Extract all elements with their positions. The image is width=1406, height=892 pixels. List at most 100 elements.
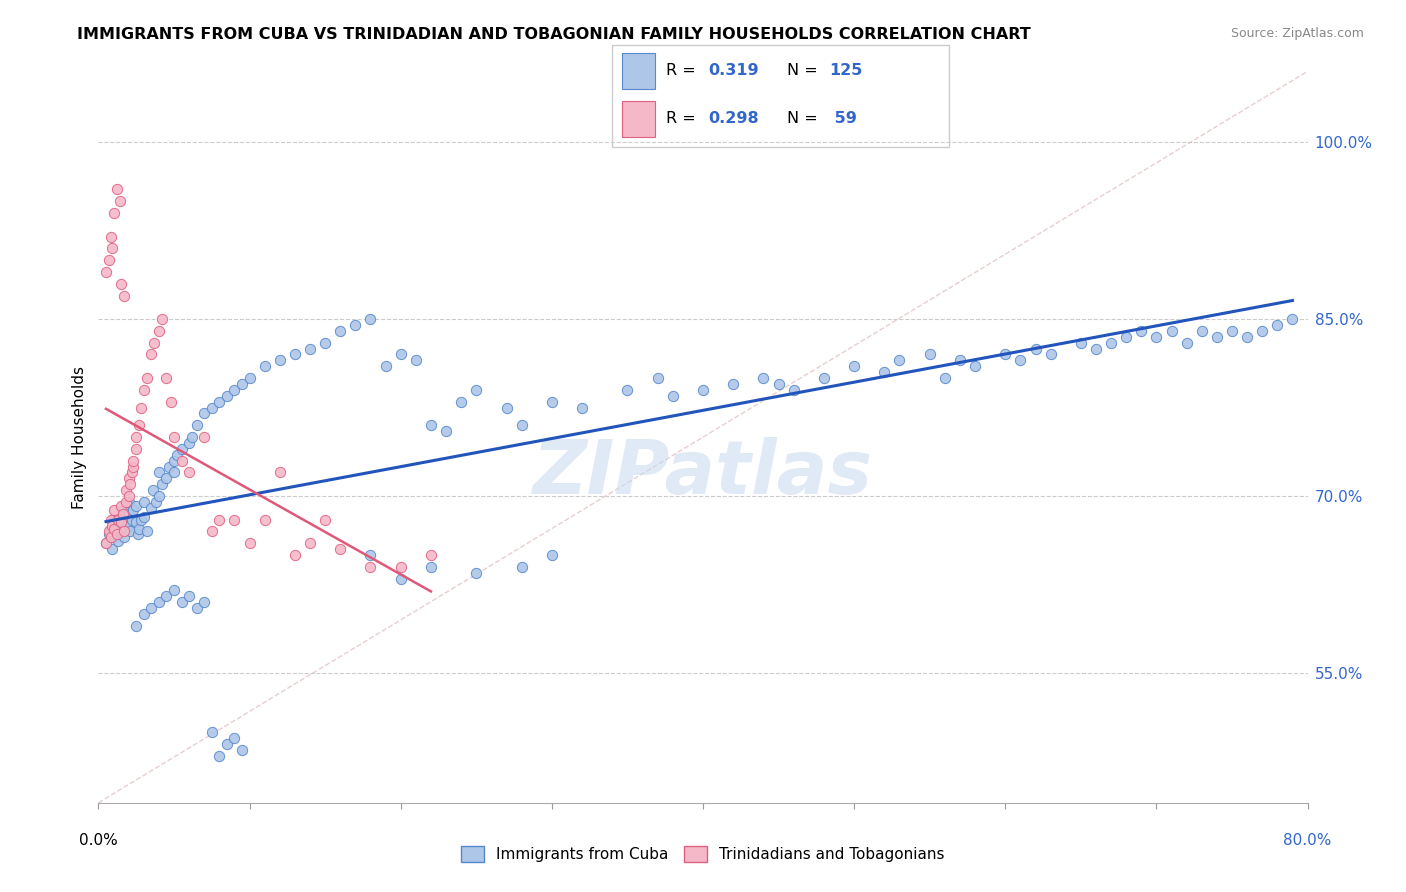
Point [94,536,117,550]
Point [253,513,276,527]
Text: 125: 125 [830,63,863,78]
Point [103,530,125,544]
Text: 0.319: 0.319 [707,63,758,78]
Point [127,526,149,541]
Point [128,418,150,433]
Point [120,477,142,491]
Point [1206,330,1229,344]
Point [314,335,336,350]
Point [1039,347,1062,361]
Point [170,595,193,609]
Point [193,595,215,609]
Point [374,359,396,374]
Point [132,383,155,397]
Point [510,418,533,433]
Point [873,365,896,379]
Point [389,559,412,574]
Text: N =: N = [787,112,823,127]
Point [110,515,132,529]
Point [1236,330,1258,344]
Text: ZIPatlas: ZIPatlas [533,437,873,510]
Point [918,347,941,361]
Point [163,583,186,598]
Point [100,522,122,536]
Point [148,595,170,609]
Point [299,342,322,356]
Point [128,522,150,536]
Point [98,524,121,539]
Point [723,376,745,391]
Text: IMMIGRANTS FROM CUBA VS TRINIDADIAN AND TOBAGONIAN FAMILY HOUSEHOLDS CORRELATION: IMMIGRANTS FROM CUBA VS TRINIDADIAN AND … [77,27,1031,42]
Point [118,495,141,509]
Point [934,371,956,385]
Point [118,489,141,503]
Point [100,229,122,244]
Point [132,607,155,621]
Point [125,619,148,633]
Point [239,536,262,550]
Point [150,477,173,491]
Point [1144,330,1167,344]
Point [103,513,125,527]
Point [94,536,117,550]
Point [101,241,124,255]
Point [360,312,382,326]
Point [159,459,181,474]
Point [465,566,488,580]
Bar [621,101,655,137]
Point [239,371,262,385]
Point [125,499,148,513]
Point [224,731,246,745]
Point [201,524,224,539]
Point [129,401,152,415]
Point [105,526,128,541]
Text: N =: N = [787,63,823,78]
Point [1099,335,1122,350]
Point [118,507,141,521]
Point [844,359,866,374]
Point [166,448,188,462]
Point [965,359,987,374]
Point [110,524,132,539]
Point [155,471,177,485]
Text: 80.0%: 80.0% [1284,833,1331,848]
Point [1175,335,1198,350]
Point [1281,312,1303,326]
Point [125,430,148,444]
Point [129,513,152,527]
Point [121,513,143,527]
Point [224,383,246,397]
Legend: Immigrants from Cuba, Trinidadians and Tobagonians: Immigrants from Cuba, Trinidadians and T… [456,840,950,868]
Point [143,335,166,350]
Point [1085,342,1108,356]
Point [1070,335,1092,350]
Point [231,742,253,756]
Point [111,507,134,521]
Text: 59: 59 [830,112,858,127]
Point [107,513,129,527]
Point [170,442,193,456]
Point [114,483,136,498]
Point [107,533,129,548]
Point [125,515,148,529]
Point [186,418,208,433]
Point [125,442,148,456]
Point [150,312,173,326]
Point [284,347,307,361]
Point [103,524,125,539]
Point [148,324,170,338]
Point [121,466,143,480]
Point [108,194,131,208]
Point [616,383,638,397]
Point [132,495,155,509]
Point [224,513,246,527]
Point [540,394,562,409]
Point [420,559,443,574]
Point [420,418,443,433]
Point [148,489,170,503]
Point [329,542,352,557]
Point [163,453,186,467]
Point [299,536,322,550]
Text: Source: ZipAtlas.com: Source: ZipAtlas.com [1230,27,1364,40]
Point [98,253,121,268]
